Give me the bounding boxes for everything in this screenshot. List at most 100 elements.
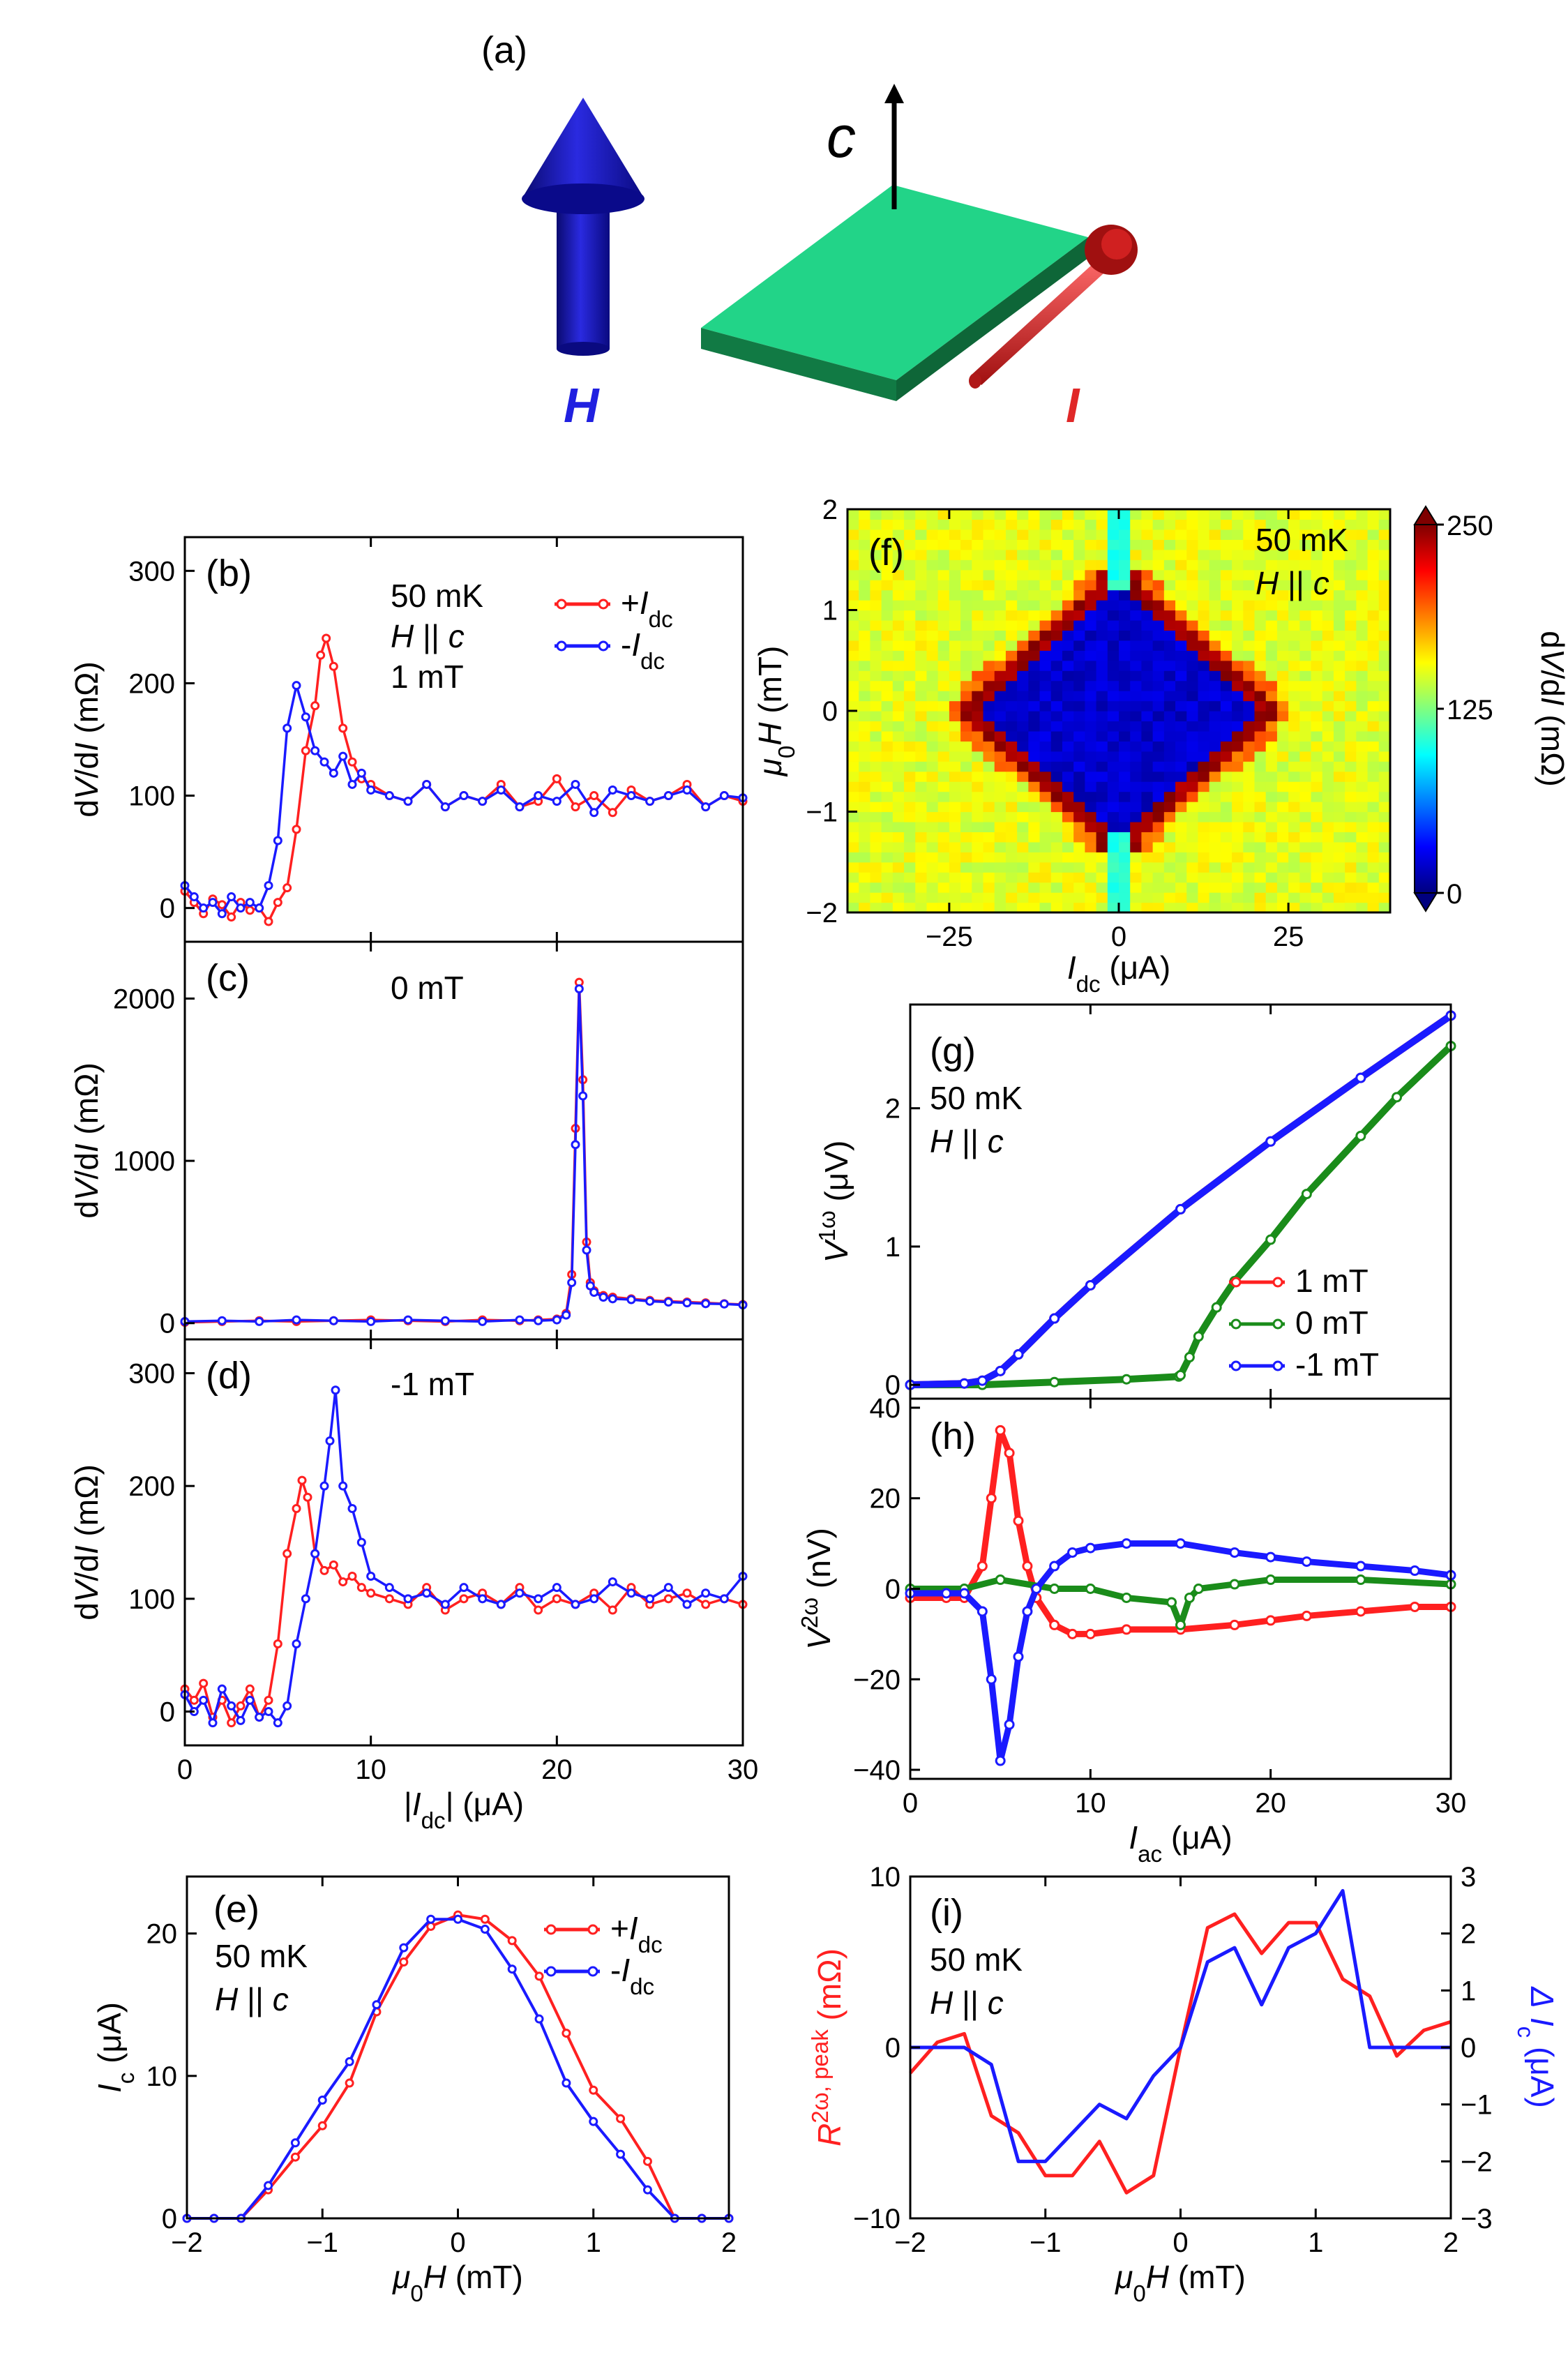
heatmap-cell	[1367, 841, 1380, 852]
heatmap-cell	[915, 569, 928, 580]
heatmap-cell	[1039, 519, 1052, 530]
legend-marker-g	[1230, 1277, 1242, 1288]
heatmap-cell	[1073, 640, 1085, 651]
heatmap-cell	[1378, 771, 1391, 782]
heatmap-cell	[926, 711, 939, 722]
heatmap-cell	[1096, 721, 1108, 732]
heatmap-cell	[892, 580, 905, 591]
colorbar-bar	[1414, 524, 1438, 894]
heatmap-cell	[983, 559, 995, 571]
heatmap-cell	[1152, 761, 1165, 772]
heatmap-cell	[1050, 841, 1063, 852]
heatmap-cell	[1141, 529, 1154, 540]
heatmap-cell	[892, 802, 905, 813]
heatmap-cell	[1265, 802, 1278, 813]
heatmap-cell	[937, 751, 950, 762]
legend-marker-b	[556, 599, 567, 610]
heatmap-cell	[1299, 569, 1312, 580]
heatmap-cell	[870, 589, 882, 601]
heatmap-cell	[1050, 882, 1063, 893]
heatmap-cell	[892, 721, 905, 732]
heatmap-cell	[1243, 600, 1256, 611]
heatmap-cell	[1062, 569, 1074, 580]
heatmap-cell	[1050, 630, 1063, 641]
heatmap-cell	[1050, 600, 1063, 611]
heatmap-cell	[1096, 700, 1108, 712]
heatmap-cell	[915, 791, 928, 802]
heatmap-cell	[1050, 650, 1063, 661]
heatmap-cell	[870, 569, 882, 580]
heatmap-cell	[1119, 892, 1131, 903]
heatmap-cell	[870, 619, 882, 631]
heatmap-cell	[1345, 519, 1357, 530]
heatmap-cell	[859, 509, 871, 520]
heatmap-cell	[1378, 691, 1391, 702]
heatmap-cell	[1107, 761, 1120, 772]
heatmap-cell	[1141, 509, 1154, 520]
heatmap-cell	[1107, 821, 1120, 832]
heatmap-cell	[1265, 529, 1278, 540]
heatmap-cell	[1186, 872, 1199, 883]
heatmap-cell	[1107, 841, 1120, 852]
heatmap-cell	[949, 640, 961, 651]
heatmap-cell	[1254, 519, 1267, 530]
heatmap-cell	[1356, 680, 1369, 691]
heatmap-cell	[904, 811, 916, 822]
heatmap-cell	[1039, 619, 1052, 631]
heatmap-cell	[1345, 670, 1357, 682]
heatmap-cell	[1378, 630, 1391, 641]
heatmap-cell	[1175, 832, 1187, 843]
heatmap-cell	[1152, 781, 1165, 792]
heatmap-cell	[1367, 761, 1380, 772]
heatmap-cell	[1288, 650, 1300, 661]
heatmap-cell	[1039, 730, 1052, 742]
heatmap-cell	[1186, 529, 1199, 540]
heatmap-cell	[1209, 892, 1221, 903]
x-tick-label-e: 1	[586, 2227, 601, 2258]
heatmap-cell	[1299, 529, 1312, 540]
heatmap-cell	[983, 519, 995, 530]
heatmap-cell	[881, 730, 894, 742]
heatmap-cell	[1378, 811, 1391, 822]
heatmap-cell	[926, 841, 939, 852]
heatmap-cell	[1220, 832, 1232, 843]
heatmap-cell	[1119, 811, 1131, 822]
y2-tick-label-i: 2	[1461, 1919, 1476, 1950]
heatmap-cell	[1299, 580, 1312, 591]
heatmap-cell	[937, 821, 950, 832]
data-point-d	[329, 1560, 338, 1570]
data-point-c	[571, 1140, 580, 1150]
heatmap-cell	[1345, 791, 1357, 802]
heatmap-cell	[1276, 821, 1289, 832]
heatmap-cell	[904, 691, 916, 702]
heatmap-cell	[859, 519, 871, 530]
heatmap-cell	[1367, 711, 1380, 722]
heatmap-cell	[1096, 589, 1108, 601]
data-point-h	[986, 1493, 997, 1504]
heatmap-cell	[1175, 670, 1187, 682]
data-point-d	[282, 1701, 292, 1710]
heatmap-cell	[859, 691, 871, 702]
heatmap-cell	[1096, 670, 1108, 682]
heatmap-cell	[937, 832, 950, 843]
heatmap-cell	[892, 852, 905, 863]
data-point-h	[1085, 1584, 1096, 1594]
heatmap-cell	[1028, 902, 1041, 913]
heatmap-cell	[904, 549, 916, 560]
heatmap-cell	[1276, 791, 1289, 802]
heatmap-cell	[1299, 539, 1312, 550]
heatmap-cell	[1311, 549, 1323, 560]
heatmap-cell	[1288, 549, 1300, 560]
y-tick-label-e: 10	[146, 2061, 178, 2092]
heatmap-cell	[1322, 549, 1334, 560]
heatmap-cell	[1017, 529, 1029, 540]
heatmap-cell	[847, 691, 859, 702]
heatmap-cell	[1198, 670, 1210, 682]
heatmap-cell	[994, 852, 1007, 863]
heatmap-cell	[1175, 872, 1187, 883]
heatmap-cell	[892, 711, 905, 722]
heatmap-cell	[892, 519, 905, 530]
heatmap-cell	[859, 589, 871, 601]
heatmap-cell	[949, 872, 961, 883]
heatmap-cell	[1005, 791, 1018, 802]
